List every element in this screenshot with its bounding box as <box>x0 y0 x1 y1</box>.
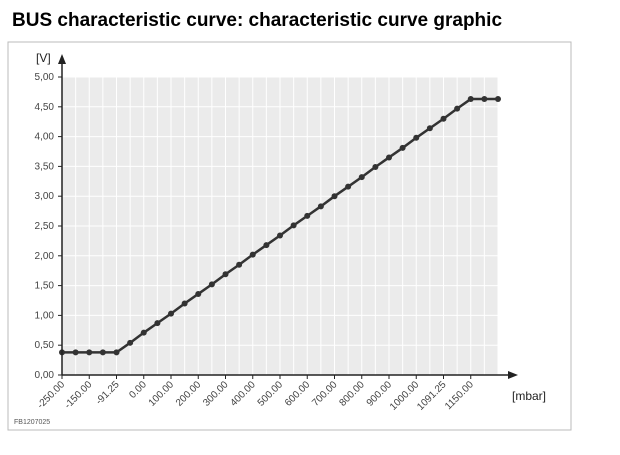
y-tick-label: 0,50 <box>35 340 55 351</box>
y-tick-label: 1,00 <box>35 310 55 321</box>
y-tick-label: 0,00 <box>35 370 55 381</box>
y-tick-label: 1,50 <box>35 281 55 292</box>
data-point <box>277 232 283 239</box>
data-point <box>86 349 93 356</box>
footnote: FB1207025 <box>14 419 50 426</box>
y-tick-label: 3,00 <box>35 191 55 202</box>
data-point <box>345 183 352 190</box>
y-tick-label: 4,00 <box>35 132 55 143</box>
y-tick-label: 4,50 <box>35 102 55 113</box>
data-point <box>495 96 501 103</box>
y-tick-label: 5,00 <box>35 72 55 83</box>
data-point <box>127 339 134 346</box>
data-point <box>208 281 215 288</box>
data-point <box>113 349 120 356</box>
data-point <box>331 193 338 200</box>
data-point <box>72 349 79 356</box>
data-point <box>413 134 420 141</box>
data-point <box>168 310 174 317</box>
data-point <box>236 261 243 268</box>
data-point <box>454 105 461 112</box>
y-tick-label: 2,50 <box>35 221 55 232</box>
data-point <box>195 290 202 297</box>
page-title: BUS characteristic curve: characteristic… <box>12 10 502 31</box>
x-axis-label: [mbar] <box>512 389 546 403</box>
data-point <box>358 174 365 181</box>
data-point <box>467 96 474 103</box>
data-point <box>304 212 311 219</box>
data-point <box>222 271 229 278</box>
data-point <box>372 163 379 170</box>
data-point <box>140 329 147 336</box>
data-point <box>481 96 488 103</box>
data-point <box>99 349 106 356</box>
data-point <box>181 300 188 307</box>
y-arrow <box>58 54 66 64</box>
data-point <box>290 222 297 229</box>
data-point <box>249 251 256 258</box>
data-point <box>440 115 447 122</box>
data-point <box>154 320 161 327</box>
y-axis-label: [V] <box>36 51 51 65</box>
y-tick-label: 2,00 <box>35 251 55 262</box>
data-point <box>426 125 433 132</box>
data-point <box>399 144 406 151</box>
data-point <box>317 203 324 210</box>
data-point <box>386 154 392 161</box>
x-arrow <box>508 371 518 379</box>
data-point <box>263 242 270 249</box>
y-tick-label: 3,50 <box>35 161 55 172</box>
